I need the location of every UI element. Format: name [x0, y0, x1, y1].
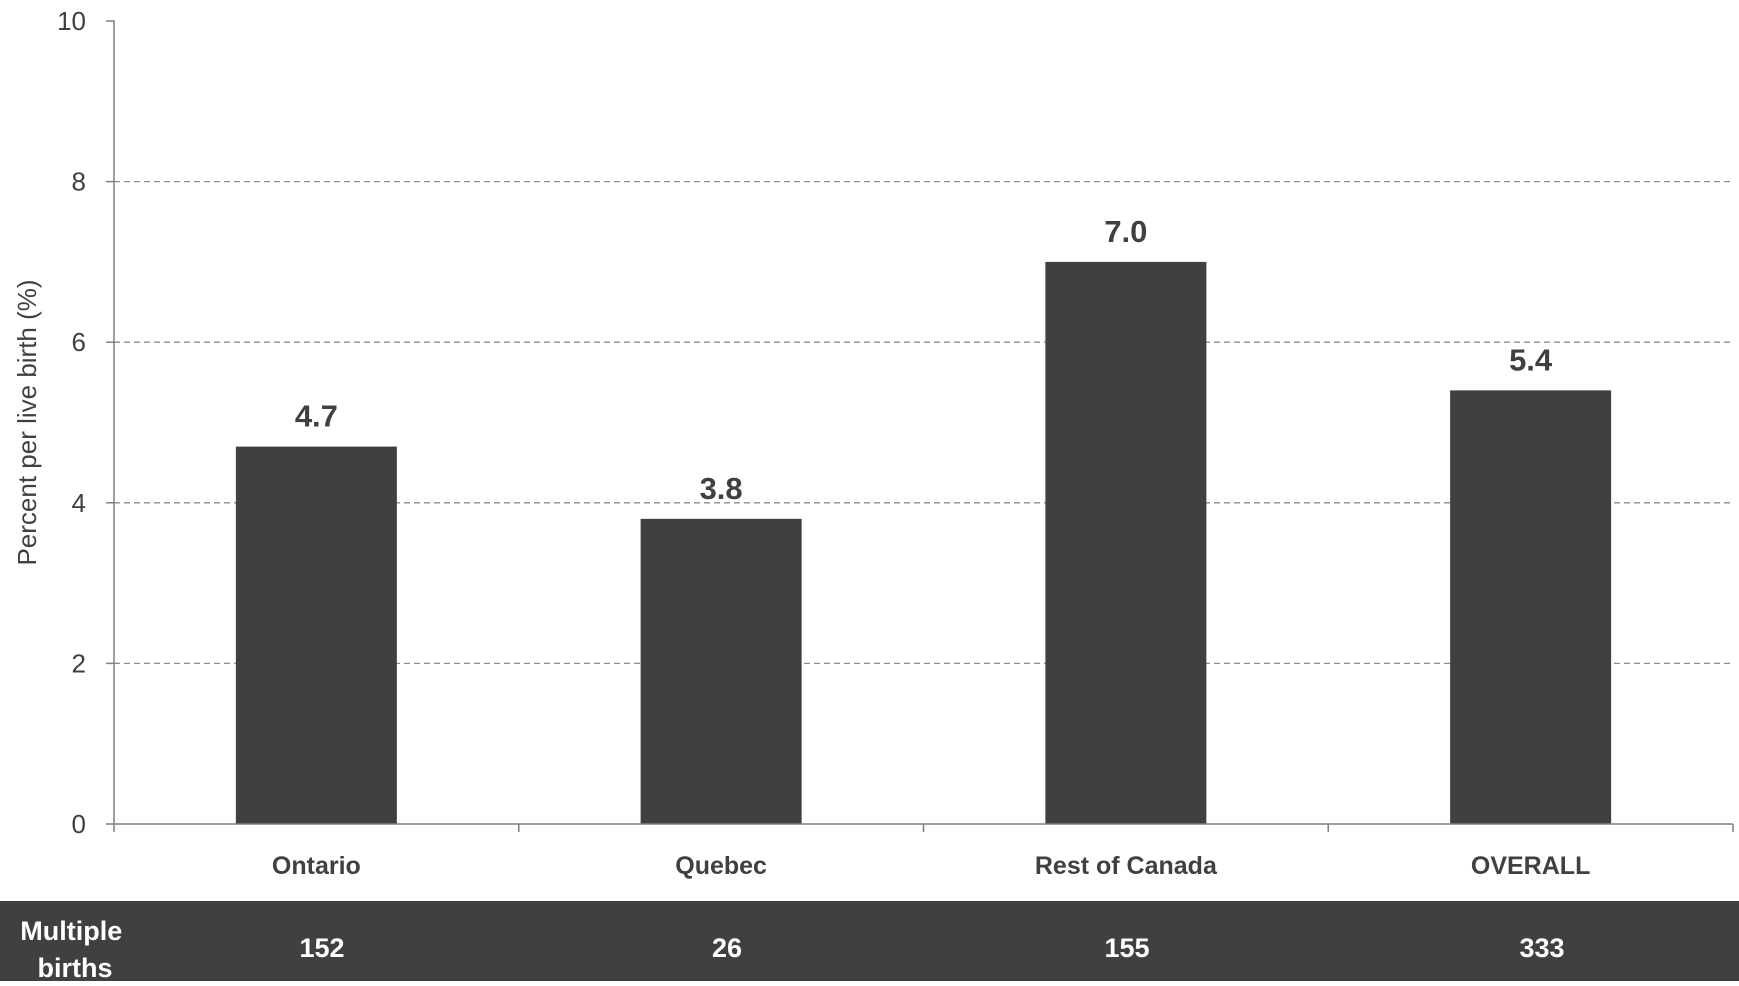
- data-label-ontario: 4.7: [295, 399, 338, 434]
- category-labels: Ontario Quebec Rest of Canada OVERALL: [272, 852, 1590, 880]
- y-tick-label-0: 0: [72, 809, 86, 839]
- table-row-label: Multiple births: [20, 916, 130, 981]
- y-tick-label-8: 8: [72, 167, 86, 197]
- data-label-quebec: 3.8: [700, 471, 743, 506]
- table-values: 152 26 155 333: [299, 933, 1564, 963]
- table-value-quebec: 26: [712, 933, 742, 963]
- bar-overall: [1450, 390, 1612, 824]
- data-label-rest-of-canada: 7.0: [1104, 214, 1147, 249]
- table-value-rest-of-canada: 155: [1104, 933, 1149, 963]
- x-tick-marks: [113, 824, 1734, 832]
- category-label-ontario: Ontario: [272, 852, 361, 880]
- category-label-overall: OVERALL: [1471, 852, 1590, 880]
- bar-quebec: [640, 518, 802, 824]
- bar-rest-of-canada: [1045, 261, 1207, 824]
- y-tick-label-6: 6: [72, 327, 86, 357]
- bars: [235, 261, 1612, 824]
- y-tick-label-10: 10: [57, 6, 86, 36]
- table-row-label-line-1: Multiple: [20, 916, 122, 946]
- y-tick-label-2: 2: [72, 648, 86, 678]
- data-labels: 4.7 3.8 7.0 5.4: [295, 214, 1553, 506]
- data-label-overall: 5.4: [1509, 342, 1553, 377]
- y-tick-labels: 0 2 4 6 8 10: [57, 6, 114, 839]
- table-value-ontario: 152: [299, 933, 344, 963]
- data-table: Multiple births 152 26 155 333: [0, 901, 1739, 983]
- category-label-rest-of-canada: Rest of Canada: [1035, 852, 1218, 880]
- table-row-label-line-2: births: [37, 953, 112, 981]
- bar-ontario: [235, 446, 397, 824]
- y-axis-title: Percent per live birth (%): [12, 279, 42, 565]
- table-value-overall: 333: [1519, 933, 1564, 963]
- table-background: [0, 901, 1739, 981]
- category-label-quebec: Quebec: [675, 852, 767, 880]
- y-tick-label-4: 4: [72, 488, 86, 518]
